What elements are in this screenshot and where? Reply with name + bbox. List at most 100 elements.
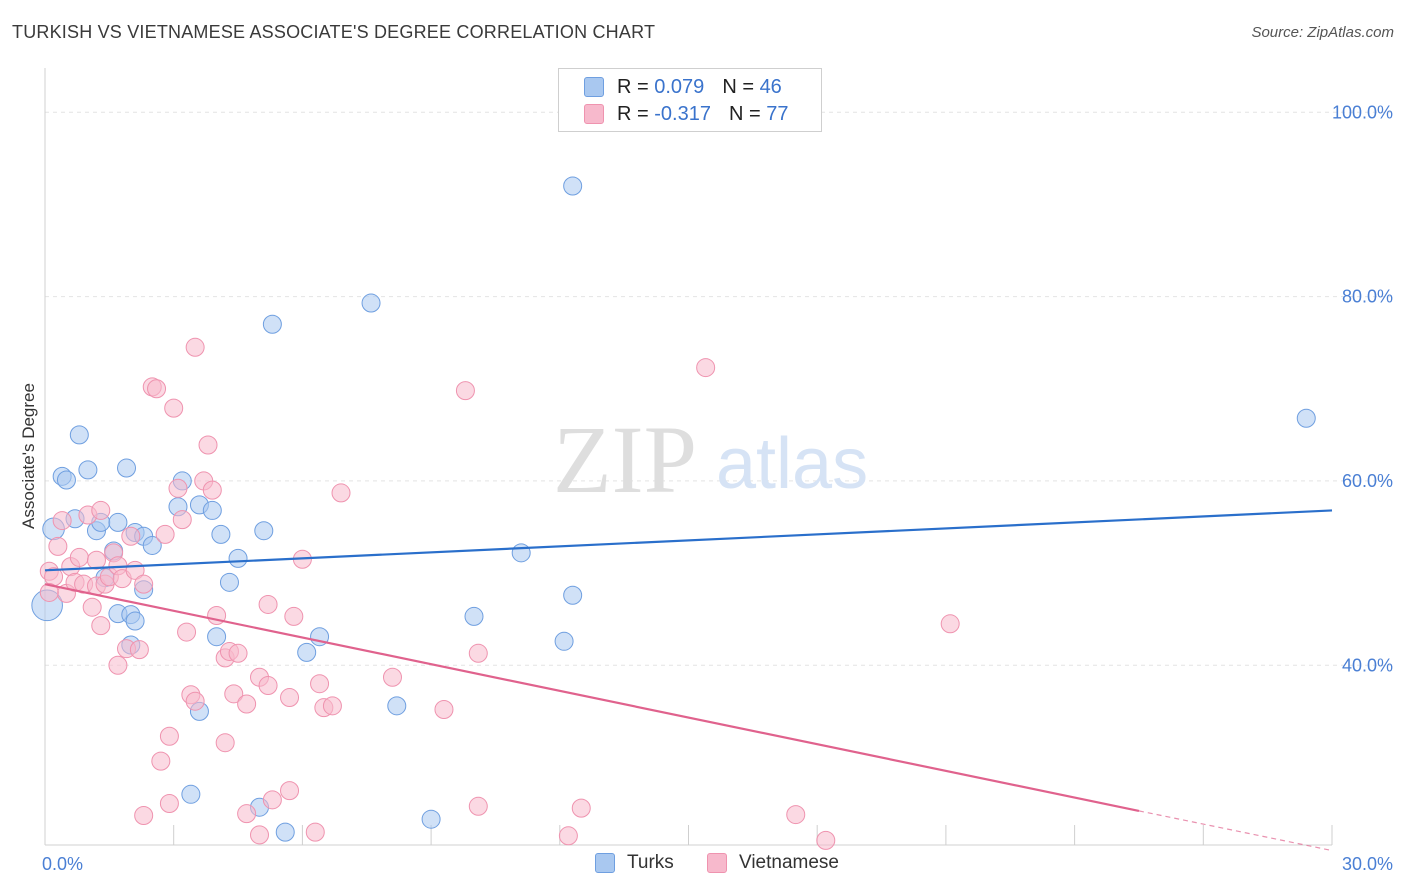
vietnamese-point — [262, 790, 282, 810]
turks-point — [78, 460, 98, 480]
turks-point — [262, 314, 282, 334]
legend-swatch-vietnamese — [584, 104, 604, 124]
legend-swatch-vietnamese — [707, 853, 727, 873]
turks-point — [421, 809, 441, 829]
y-tick-label: 100.0% — [1332, 102, 1393, 122]
vietnamese-point — [786, 805, 806, 825]
vietnamese-point — [185, 337, 205, 357]
vietnamese-point — [159, 794, 179, 814]
turks-point — [181, 784, 201, 804]
vietnamese-point — [696, 358, 716, 378]
vietnamese-point — [280, 781, 300, 801]
vietnamese-point — [134, 806, 154, 826]
x-tick-labels: 0.0% 30.0% — [42, 854, 1393, 874]
watermark-zip: ZIP — [553, 406, 697, 513]
vietnamese-point — [69, 547, 89, 567]
turks-point — [297, 642, 317, 662]
series-vietnamese-points — [39, 337, 960, 850]
turks-point — [69, 425, 89, 445]
vietnamese-point — [215, 733, 235, 753]
vietnamese-point — [168, 478, 188, 498]
vietnamese-point — [237, 694, 257, 714]
turks-point — [211, 524, 231, 544]
vietnamese-point — [284, 606, 304, 626]
x-tick-label: 0.0% — [42, 854, 83, 874]
vietnamese-point — [468, 643, 488, 663]
vietnamese-point — [177, 622, 197, 642]
vietnamese-point — [151, 751, 171, 771]
vietnamese-point — [134, 574, 154, 594]
turks-point — [387, 696, 407, 716]
chart-title: TURKISH VS VIETNAMESE ASSOCIATE'S DEGREE… — [12, 22, 656, 42]
legend-item-turks[interactable]: Turks — [595, 852, 674, 874]
vietnamese-point — [52, 511, 72, 531]
vietnamese-point — [91, 616, 111, 636]
legend-swatch-turks — [584, 77, 604, 97]
turks-point — [108, 512, 128, 532]
legend-item-vietnamese[interactable]: Vietnamese — [707, 852, 839, 874]
turks-point — [56, 470, 76, 490]
legend-label-turks: Turks — [627, 852, 674, 873]
legend-row-vietnamese: R = -0.317 N = 77 — [559, 101, 788, 127]
legend-n-value: 46 — [759, 75, 782, 98]
vietnamese-point — [558, 826, 578, 846]
vietnamese-point — [382, 667, 402, 687]
vietnamese-point — [940, 614, 960, 634]
y-axis-label: Associate's Degree — [19, 383, 38, 529]
legend-swatch-turks — [595, 853, 615, 873]
turks-point — [511, 543, 531, 563]
y-tick-labels: 40.0% 60.0% 80.0% 100.0% — [1332, 102, 1393, 675]
watermark-atlas: atlas — [716, 424, 868, 504]
vietnamese-point — [331, 483, 351, 503]
vietnamese-point — [455, 381, 475, 401]
series-legend: Turks Vietnamese — [0, 852, 1406, 878]
vietnamese-point — [250, 825, 269, 845]
trend-lines — [44, 509, 1333, 852]
y-tick-label: 60.0% — [1342, 471, 1393, 491]
stats-legend: R = 0.079 N = 46 R = -0.317 N = 77 — [558, 68, 822, 132]
vietnamese-point — [121, 526, 141, 546]
turks-point — [228, 548, 248, 568]
vietnamese-point — [198, 435, 218, 455]
vietnamese-point — [228, 643, 248, 663]
vietnamese-point — [202, 480, 222, 500]
vietnamese-point — [305, 822, 325, 842]
vietnamese-point — [571, 798, 591, 818]
source-label: Source: ZipAtlas.com — [1251, 24, 1394, 41]
legend-row-turks: R = 0.079 N = 46 — [559, 74, 782, 100]
vietnamese-point — [237, 804, 257, 824]
vietnamese-point — [172, 510, 192, 530]
vietnamese-point — [39, 582, 59, 602]
vietnamese-point — [322, 696, 342, 716]
x-tick-label: 30.0% — [1342, 854, 1393, 874]
vietnamese-point — [155, 524, 175, 544]
vietnamese-point — [91, 500, 111, 520]
legend-r-value: -0.317 — [654, 102, 711, 125]
vietnamese-point — [108, 655, 128, 675]
legend-r-label: R = — [617, 75, 649, 98]
vietnamese-point — [258, 676, 278, 696]
turks-point — [563, 585, 583, 605]
turks-point — [361, 293, 381, 313]
vietnamese-point — [258, 594, 278, 614]
vietnamese-point — [185, 691, 205, 711]
turks-point — [125, 611, 145, 631]
turks-point — [117, 458, 137, 478]
turks-point — [219, 572, 239, 592]
turks-point — [142, 535, 162, 555]
turks-point — [1296, 408, 1316, 428]
trend-line-vietnamese — [44, 583, 1140, 812]
legend-r-value: 0.079 — [654, 75, 705, 98]
vietnamese-point — [816, 830, 836, 850]
x-ticks — [173, 825, 1333, 845]
zipatlas-watermark: ZIP atlas — [553, 406, 868, 513]
turks-point — [563, 176, 583, 196]
grid-lines — [45, 111, 1392, 666]
y-tick-label: 40.0% — [1342, 655, 1393, 675]
turks-point — [202, 500, 222, 520]
legend-n-label: N = — [728, 102, 761, 125]
turks-point — [207, 627, 227, 647]
trend-line-vietnamese-extension — [1138, 810, 1333, 852]
vietnamese-point — [224, 684, 244, 704]
